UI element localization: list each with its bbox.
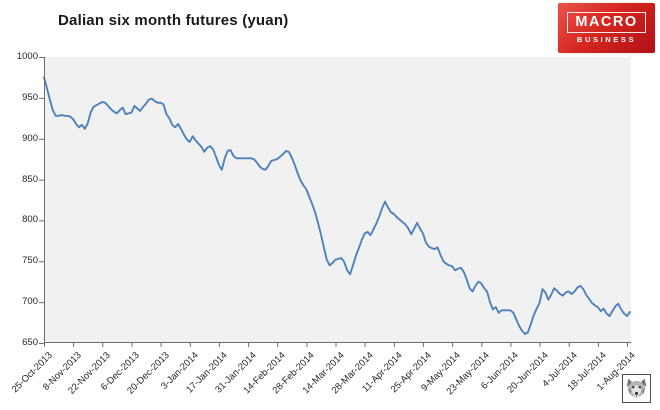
y-tick-label: 950 — [22, 91, 38, 103]
wolf-stamp — [622, 374, 651, 403]
y-tick-label: 900 — [22, 132, 38, 144]
y-tick-label: 850 — [22, 173, 38, 185]
chart-title: Dalian six month futures (yuan) — [58, 12, 289, 29]
axis-lines — [39, 57, 631, 347]
y-tick-label: 1000 — [16, 51, 38, 62]
wolf-icon — [626, 378, 647, 399]
y-tick-label: 650 — [22, 337, 38, 348]
y-tick-label: 750 — [22, 255, 38, 267]
y-tick-label: 700 — [22, 296, 38, 308]
price-line — [43, 76, 631, 335]
line-chart-svg — [39, 57, 631, 347]
plot-area — [39, 57, 631, 347]
logo-text-business: BUSINESS — [576, 35, 637, 44]
logo-text-macro: MACRO — [567, 12, 646, 33]
macrobusiness-logo: MACRO BUSINESS — [558, 3, 655, 53]
y-tick-label: 800 — [22, 214, 38, 226]
